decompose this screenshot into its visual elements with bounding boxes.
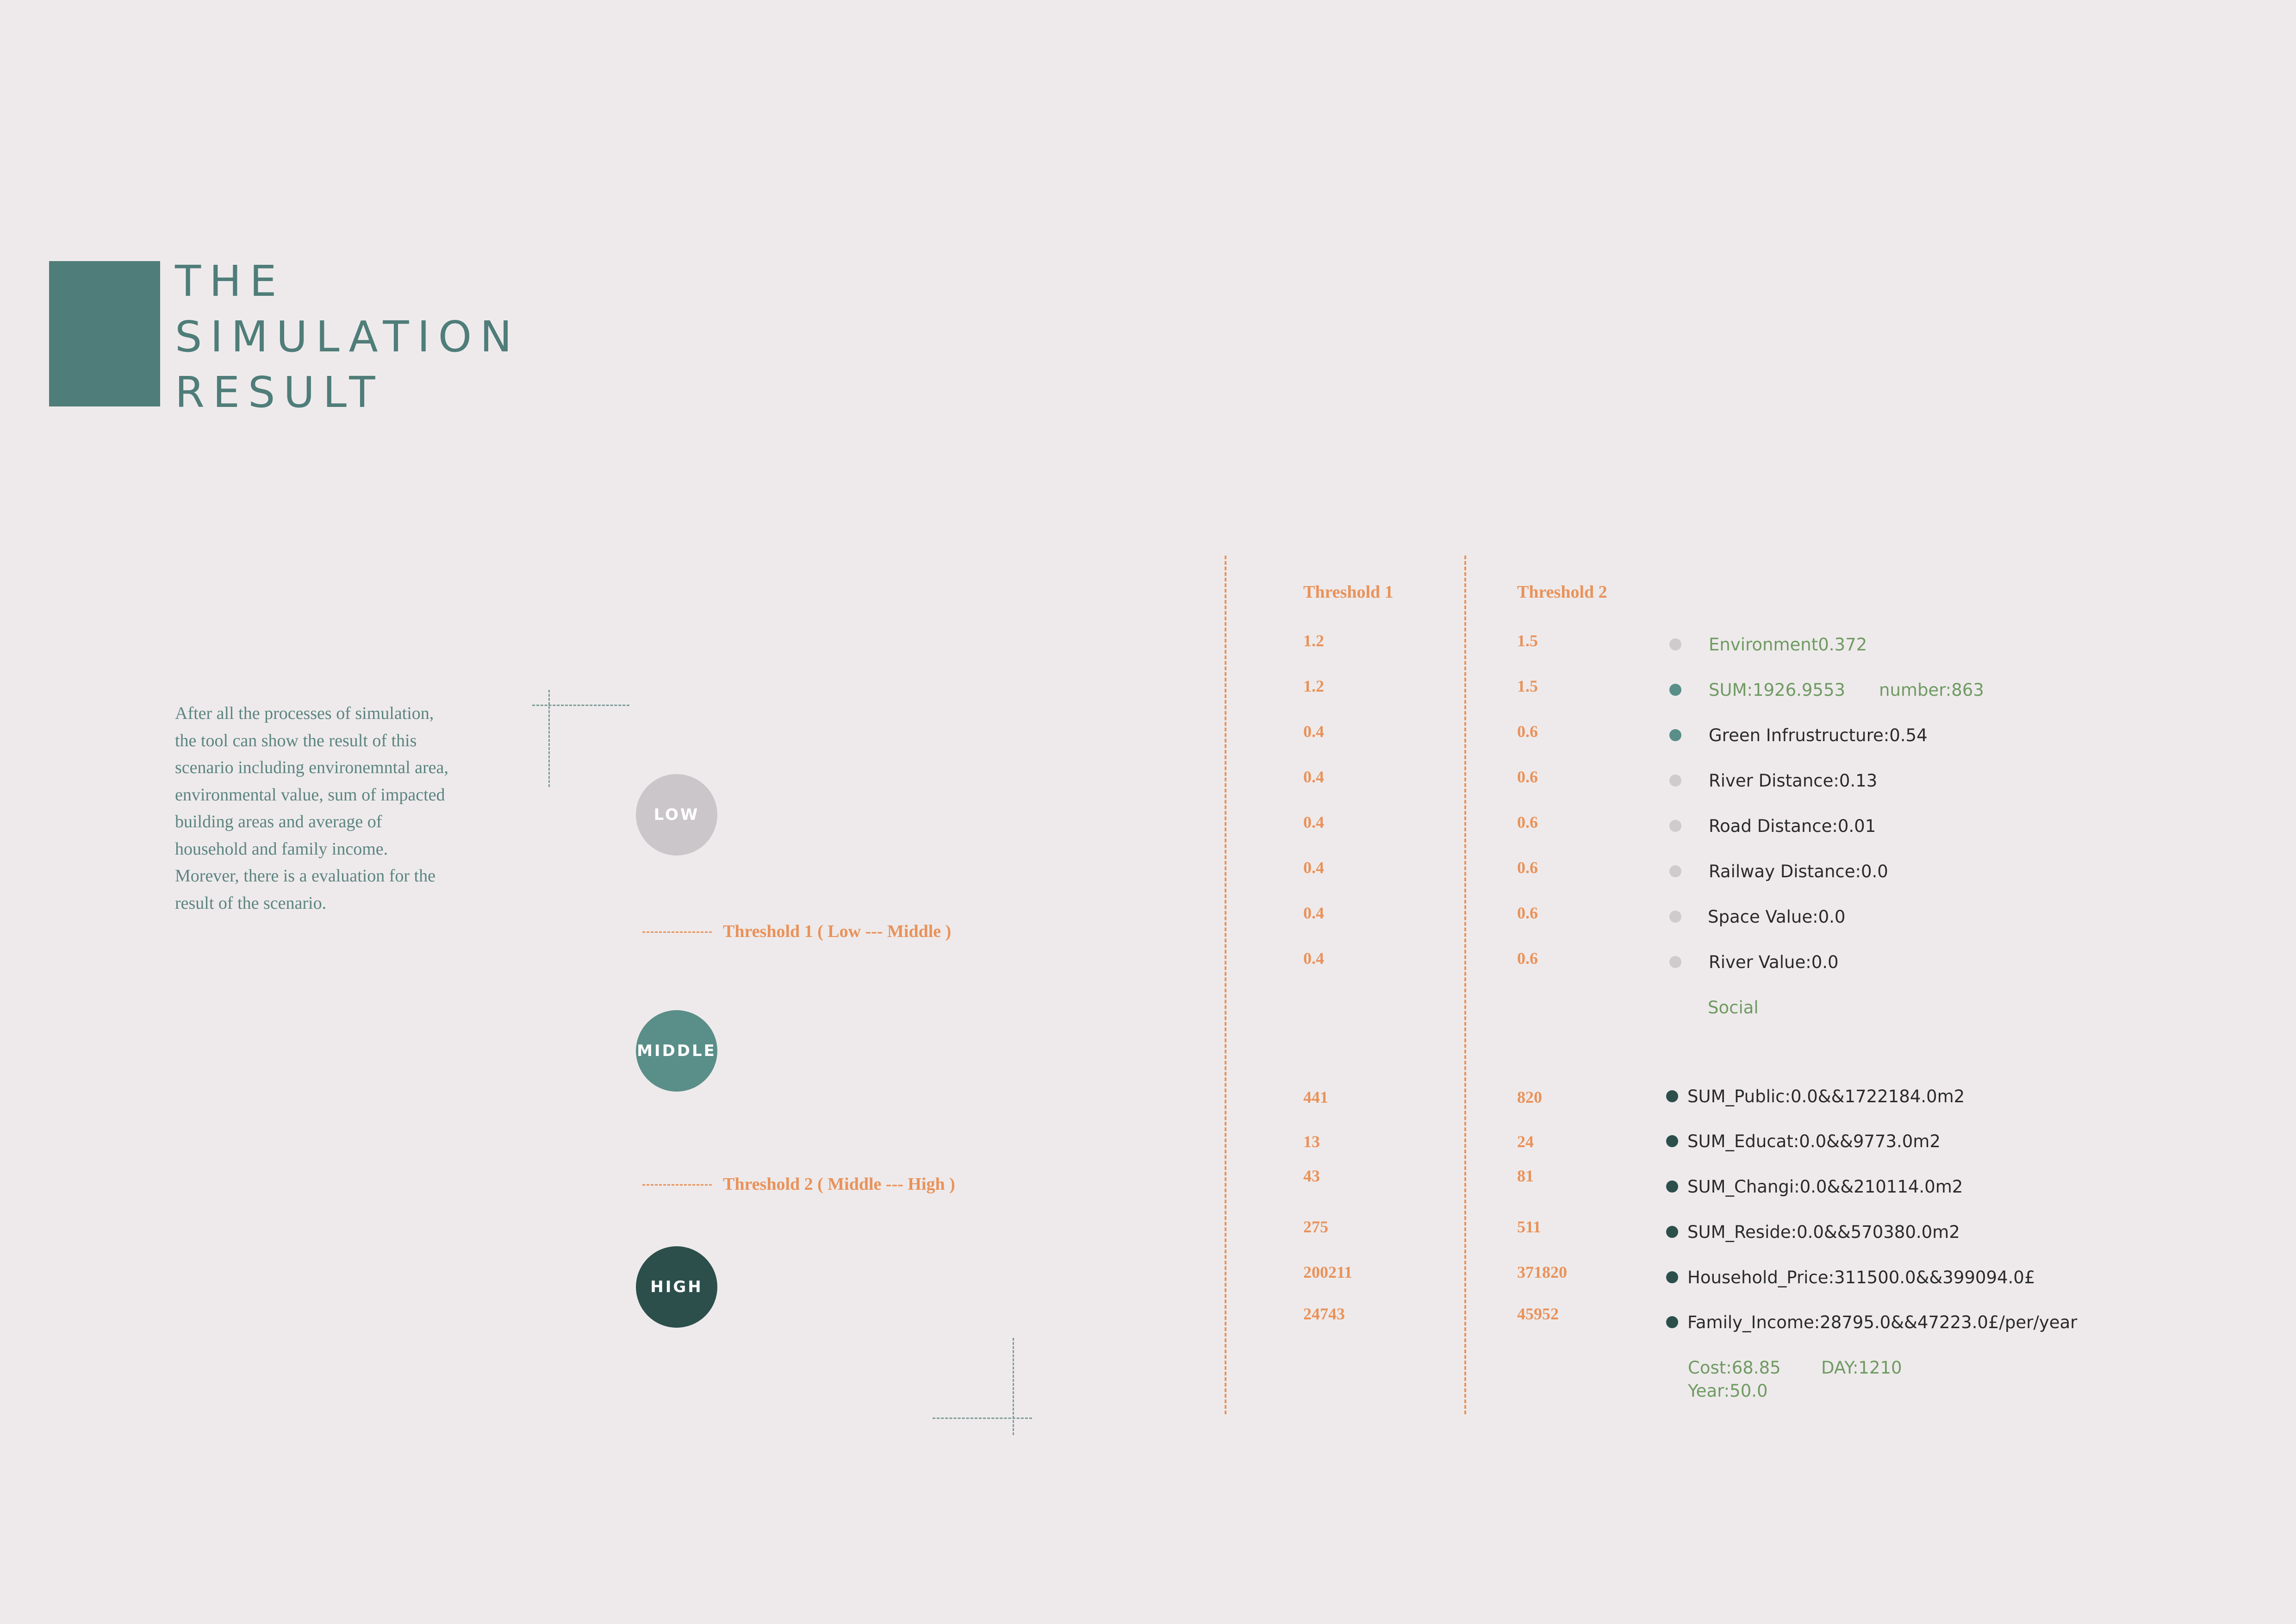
indicator-dot: [1666, 1226, 1678, 1238]
indicator-dot: [1666, 1316, 1678, 1328]
indicator-sum-changi: SUM_Changi:0.0&&210114.0m2: [1687, 1177, 1963, 1197]
env-row-t2-value: 0.6: [1517, 813, 1538, 831]
social-row-t1-value: 200211: [1303, 1263, 1353, 1281]
env-row-t1-value: 0.4: [1303, 949, 1324, 968]
env-row-t2-value: 0.6: [1517, 722, 1538, 741]
indicator-dot: [1666, 1271, 1678, 1283]
env-row-t2-value: 1.5: [1517, 631, 1538, 650]
indicator-sum-public: SUM_Public:0.0&&1722184.0m2: [1687, 1087, 1965, 1106]
indicator-dot: [1669, 775, 1681, 787]
indicator-dot: [1669, 865, 1681, 877]
indicator-sum: SUM:1926.9553: [1709, 680, 1846, 700]
indicator-sum-reside: SUM_Reside:0.0&&570380.0m2: [1687, 1222, 1960, 1242]
column-divider-1: [1225, 556, 1226, 1414]
indicator-green-infrastructure: Green Infrustructure:0.54: [1709, 725, 1928, 745]
indicator-space-value: Space Value:0.0: [1708, 907, 1846, 927]
indicator-household-price: Household_Price:311500.0&&399094.0£: [1687, 1268, 2035, 1287]
threshold-1-label: Threshold 1 ( Low --- Middle ): [723, 922, 952, 941]
year-stat: Year:50.0: [1688, 1381, 1768, 1401]
indicator-dot: [1669, 729, 1681, 741]
page-title-line-1: THE: [175, 256, 285, 306]
social-row-t2-value: 820: [1517, 1088, 1542, 1106]
indicator-dot: [1666, 1090, 1678, 1102]
threshold-2-dash: [642, 1184, 712, 1186]
indicator-dot: [1669, 638, 1681, 650]
social-row-t1-value: 441: [1303, 1088, 1328, 1106]
indicator-road-distance: Road Distance:0.01: [1709, 816, 1876, 836]
threshold-2-header: Threshold 2: [1517, 582, 1607, 602]
indicator-number: number:863: [1879, 680, 1984, 700]
column-divider-2: [1464, 556, 1466, 1414]
env-row-t1-value: 0.4: [1303, 722, 1324, 741]
env-row-t1-value: 1.2: [1303, 677, 1324, 695]
indicator-dot: [1669, 684, 1681, 696]
social-row-t2-value: 24: [1517, 1132, 1534, 1151]
crosshair-bottom-horizontal: [933, 1418, 1032, 1419]
indicator-dot: [1669, 911, 1681, 923]
cost-stat: Cost:68.85: [1688, 1358, 1781, 1378]
title-color-block: [49, 261, 160, 406]
social-row-t2-value: 45952: [1517, 1305, 1559, 1323]
indicator-river-value: River Value:0.0: [1709, 952, 1839, 972]
env-row-t2-value: 0.6: [1517, 768, 1538, 786]
indicator-dot: [1666, 1181, 1678, 1193]
description-text: After all the processes of simulation, t…: [175, 704, 448, 913]
social-row-t1-value: 13: [1303, 1132, 1320, 1151]
social-row-t1-value: 43: [1303, 1167, 1320, 1185]
env-row-t2-value: 0.6: [1517, 858, 1538, 877]
indicator-dot: [1669, 820, 1681, 832]
env-row-t2-value: 1.5: [1517, 677, 1538, 695]
page-title-line-2: SIMULATION: [175, 312, 520, 362]
env-row-t1-value: 0.4: [1303, 858, 1324, 877]
page-title-line-3: RESULT: [175, 368, 384, 417]
social-row-t1-value: 275: [1303, 1218, 1328, 1236]
social-section-label: Social: [1708, 998, 1759, 1018]
threshold-1-header: Threshold 1: [1303, 582, 1394, 602]
crosshair-top-horizontal: [532, 705, 629, 706]
social-row-t1-value: 24743: [1303, 1305, 1345, 1323]
crosshair-top-vertical: [548, 690, 550, 787]
indicator-sum-educat: SUM_Educat:0.0&&9773.0m2: [1687, 1131, 1941, 1151]
indicator-environment: Environment0.372: [1709, 635, 1867, 655]
indicator-dot: [1669, 956, 1681, 968]
env-row-t1-value: 0.4: [1303, 768, 1324, 786]
social-row-t2-value: 371820: [1517, 1263, 1567, 1281]
level-low-badge: LOW: [636, 774, 717, 856]
level-middle-badge: MIDDLE: [636, 1010, 717, 1092]
day-stat: DAY:1210: [1821, 1358, 1902, 1378]
level-high-badge: HIGH: [636, 1246, 717, 1328]
indicator-river-distance: River Distance:0.13: [1709, 771, 1878, 791]
env-row-t2-value: 0.6: [1517, 949, 1538, 968]
threshold-1-dash: [642, 931, 712, 933]
env-row-t2-value: 0.6: [1517, 904, 1538, 922]
env-row-t1-value: 0.4: [1303, 904, 1324, 922]
indicator-family-income: Family_Income:28795.0&&47223.0£/per/year: [1687, 1312, 2078, 1332]
crosshair-bottom-vertical: [1013, 1338, 1014, 1435]
env-row-t1-value: 0.4: [1303, 813, 1324, 831]
threshold-2-label: Threshold 2 ( Middle --- High ): [723, 1174, 955, 1194]
social-row-t2-value: 511: [1517, 1218, 1542, 1236]
indicator-dot: [1666, 1135, 1678, 1147]
env-row-t1-value: 1.2: [1303, 631, 1324, 650]
social-row-t2-value: 81: [1517, 1167, 1534, 1185]
indicator-railway-distance: Railway Distance:0.0: [1709, 862, 1888, 881]
